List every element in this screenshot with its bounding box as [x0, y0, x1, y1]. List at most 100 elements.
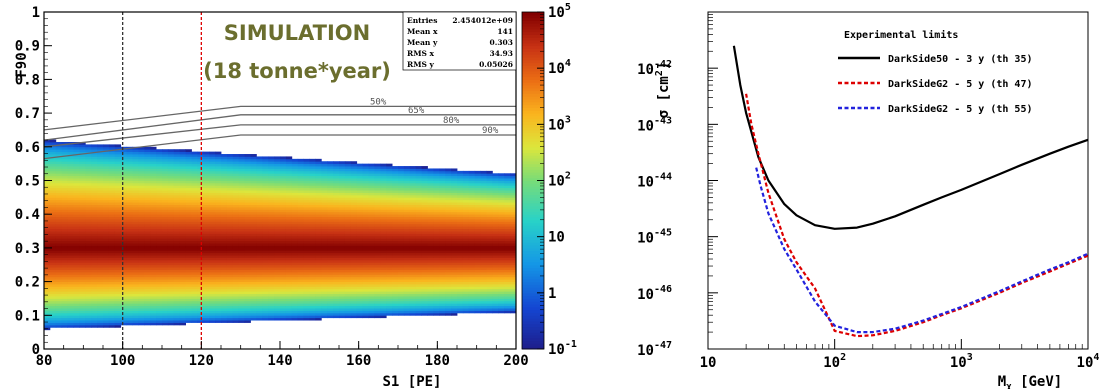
heatmap-cell	[138, 296, 145, 299]
heatmap-cell	[179, 250, 186, 254]
heatmap-cell	[415, 286, 422, 290]
heatmap-cell	[179, 305, 186, 309]
heatmap-cell	[238, 161, 245, 165]
heatmap-cell	[362, 288, 369, 292]
heatmap-cell	[97, 202, 104, 205]
heatmap-cell	[67, 243, 74, 246]
heatmap-cell	[197, 163, 204, 167]
heatmap-cell	[268, 264, 275, 268]
heatmap-cell	[350, 194, 358, 198]
heatmap-cell	[232, 163, 240, 167]
heatmap-cell	[244, 178, 251, 181]
heatmap-cell	[445, 235, 452, 239]
heatmap-cell	[321, 219, 328, 222]
heatmap-cell	[79, 262, 86, 266]
heatmap-cell	[374, 211, 381, 215]
heatmap-cell	[226, 276, 234, 280]
heatmap-cell	[339, 243, 346, 246]
heatmap-cell	[44, 182, 51, 186]
heatmap-cell	[126, 168, 133, 172]
heatmap-cell	[156, 281, 163, 285]
heatmap-cell	[173, 206, 181, 210]
heatmap-cell	[108, 216, 116, 220]
heatmap-cell	[309, 161, 316, 165]
heatmap-cell	[403, 182, 411, 186]
heatmap-cell	[297, 182, 304, 186]
heatmap-cell	[339, 276, 346, 280]
heatmap-cell	[262, 312, 269, 316]
heatmap-cell	[55, 202, 63, 205]
heatmap-cell	[386, 202, 393, 205]
heatmap-cell	[433, 211, 440, 215]
heatmap-cell	[362, 276, 369, 280]
heatmap-cell	[403, 291, 411, 295]
heatmap-cell	[144, 166, 151, 169]
heatmap-cell	[350, 267, 358, 270]
heatmap-cell	[451, 192, 458, 196]
heatmap-cell	[173, 322, 181, 326]
heatmap-cell	[291, 209, 299, 213]
heatmap-cell	[421, 310, 428, 314]
heatmap-cell	[238, 233, 245, 237]
heatmap-cell	[457, 204, 464, 208]
heatmap-cell	[191, 221, 198, 225]
heatmap-cell	[274, 240, 281, 244]
heatmap-cell	[203, 312, 210, 316]
heatmap-cell	[427, 269, 434, 273]
heatmap-cell	[67, 255, 74, 258]
heatmap-cell	[421, 226, 428, 230]
heatmap-cell	[44, 305, 51, 309]
heatmap-cell	[232, 202, 240, 205]
heatmap-cell	[315, 173, 322, 177]
heatmap-cell	[238, 178, 245, 181]
heatmap-cell	[386, 233, 393, 237]
heatmap-cell	[185, 223, 192, 227]
heatmap-cell	[350, 257, 358, 261]
heatmap-cell	[327, 286, 334, 290]
heatmap-cell	[179, 259, 186, 263]
heatmap-cell	[457, 223, 464, 227]
heatmap-cell	[462, 271, 470, 275]
heatmap-cell	[415, 279, 422, 282]
heatmap-cell	[150, 180, 157, 184]
heatmap-cell	[462, 233, 470, 237]
heatmap-cell	[108, 259, 116, 263]
heatmap-cell	[362, 182, 369, 186]
heatmap-cell	[409, 279, 417, 282]
heatmap-cell	[144, 310, 151, 314]
heatmap-cell	[268, 257, 275, 261]
heatmap-cell	[79, 199, 86, 203]
heatmap-cell	[350, 240, 358, 244]
heatmap-cell	[185, 300, 192, 304]
heatmap-cell	[368, 214, 375, 218]
heatmap-cell	[433, 274, 440, 278]
heatmap-cell	[250, 276, 257, 280]
heatmap-cell	[103, 298, 110, 302]
heatmap-cell	[167, 255, 175, 258]
heatmap-cell	[226, 211, 234, 215]
heatmap-cell	[339, 296, 346, 299]
heatmap-cell	[362, 214, 369, 218]
heatmap-cell	[427, 221, 434, 225]
heatmap-cell	[386, 206, 393, 210]
heatmap-cell	[344, 216, 352, 220]
heatmap-cell	[167, 305, 175, 309]
heatmap-cell	[409, 168, 417, 172]
heatmap-cell	[297, 161, 304, 165]
heatmap-cell	[457, 269, 464, 273]
heatmap-cell	[103, 296, 110, 299]
heatmap-cell	[398, 288, 405, 292]
heatmap-cell	[321, 281, 328, 285]
heatmap-cell	[451, 185, 458, 189]
heatmap-cell	[368, 269, 375, 273]
heatmap-cell	[350, 276, 358, 280]
heatmap-cell	[144, 185, 151, 189]
heatmap-cell	[238, 223, 245, 227]
heatmap-cell	[427, 197, 434, 201]
heatmap-cell	[350, 271, 358, 275]
heatmap-cell	[356, 255, 363, 258]
heatmap-cell	[114, 235, 122, 239]
heatmap-cell	[327, 228, 334, 232]
heatmap-cell	[409, 291, 417, 295]
heatmap-cell	[380, 223, 387, 227]
